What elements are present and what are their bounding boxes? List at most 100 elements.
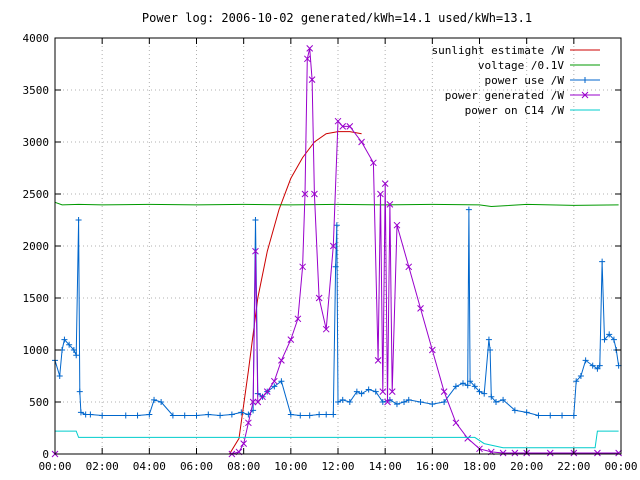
data-point	[70, 347, 77, 353]
legend-item: sunlight estimate /W	[432, 44, 600, 57]
data-point	[471, 383, 478, 390]
x-tick-label: 06:00	[180, 460, 213, 473]
data-point	[488, 393, 495, 400]
data-point	[339, 123, 347, 130]
data-point	[499, 449, 507, 457]
data-point	[146, 411, 153, 418]
data-point	[308, 76, 316, 83]
series-4	[55, 430, 619, 449]
data-point	[386, 201, 394, 208]
data-point	[365, 386, 372, 393]
data-point	[417, 305, 424, 312]
y-axis: 0 500 1000 1500 2000 2500 3000 3500 4000	[23, 32, 621, 461]
data-point	[559, 412, 566, 419]
data-point	[358, 138, 365, 146]
y-tick-label: 4000	[23, 32, 50, 45]
legend-label: voltage /0.1V	[478, 59, 564, 72]
legend-item: voltage /0.1V	[478, 59, 600, 72]
data-point	[464, 382, 471, 389]
y-tick-label: 0	[42, 448, 49, 461]
series-line	[55, 430, 619, 449]
data-point	[493, 399, 500, 405]
data-point	[287, 411, 294, 418]
data-point	[610, 336, 617, 343]
series-0	[55, 131, 362, 455]
data-point	[278, 357, 285, 364]
data-point	[547, 412, 554, 419]
data-point	[240, 440, 248, 447]
data-point	[77, 409, 84, 416]
data-point	[335, 399, 341, 405]
x-tick-label: 14:00	[369, 460, 402, 473]
data-point	[306, 45, 314, 52]
data-point	[377, 190, 384, 198]
y-tick-label: 1000	[23, 344, 50, 357]
data-point	[75, 217, 82, 223]
data-point	[405, 396, 412, 403]
data-point	[333, 222, 340, 229]
data-point	[181, 412, 188, 419]
data-point	[370, 159, 377, 167]
data-point	[73, 352, 80, 359]
data-point	[523, 409, 530, 416]
data-point	[388, 388, 396, 395]
data-point	[238, 409, 245, 416]
data-point	[481, 390, 488, 397]
series-layer	[51, 45, 622, 458]
data-point	[464, 435, 472, 442]
data-point	[306, 412, 313, 419]
data-point	[217, 412, 224, 419]
data-point	[66, 341, 73, 348]
data-point	[87, 411, 94, 418]
data-point	[316, 411, 323, 418]
data-point	[485, 336, 492, 343]
data-point	[301, 190, 309, 198]
series-3	[51, 45, 622, 458]
data-point	[606, 331, 613, 338]
chart-title: Power log: 2006-10-02 generated/kWh=14.1…	[142, 11, 532, 25]
data-point	[322, 325, 330, 333]
y-tick-label: 1500	[23, 292, 50, 305]
data-point	[249, 398, 257, 406]
legend-label: power use /W	[485, 74, 565, 87]
data-point	[589, 362, 596, 369]
series-1	[54, 201, 619, 208]
x-axis: 00:00 02:00 04:00 06:00 08:00 10:00 12:00 14:00…	[38, 38, 638, 473]
x-tick-label: 04:00	[133, 460, 166, 473]
data-point	[245, 419, 252, 427]
data-point	[596, 362, 603, 369]
x-tick-label: 00:00	[604, 460, 637, 473]
data-point	[294, 315, 302, 323]
data-point	[134, 412, 141, 419]
data-point	[299, 263, 306, 271]
legend-marker	[581, 91, 589, 99]
data-point	[358, 390, 365, 397]
data-point	[452, 383, 459, 390]
x-tick-label: 02:00	[86, 460, 119, 473]
legend-label: power on C14 /W	[465, 104, 565, 117]
data-point	[323, 411, 330, 418]
data-point	[594, 365, 601, 372]
x-tick-label: 22:00	[557, 460, 590, 473]
data-point	[303, 55, 311, 63]
data-point	[56, 373, 63, 379]
x-tick-label: 00:00	[38, 460, 71, 473]
data-point	[582, 357, 589, 364]
data-point	[570, 412, 577, 419]
data-point	[601, 336, 608, 343]
data-point	[393, 221, 401, 229]
series-line	[55, 131, 362, 455]
x-tick-label: 16:00	[416, 460, 449, 473]
legend-item: power use /W	[485, 74, 600, 87]
data-point	[263, 388, 271, 395]
series-2	[52, 206, 622, 419]
data-point	[372, 388, 379, 395]
x-tick-label: 12:00	[321, 460, 354, 473]
data-point	[297, 412, 304, 419]
data-point	[452, 419, 460, 427]
data-point	[546, 449, 554, 457]
data-point	[535, 412, 542, 419]
data-point	[61, 336, 68, 343]
y-tick-label: 3500	[23, 84, 50, 97]
